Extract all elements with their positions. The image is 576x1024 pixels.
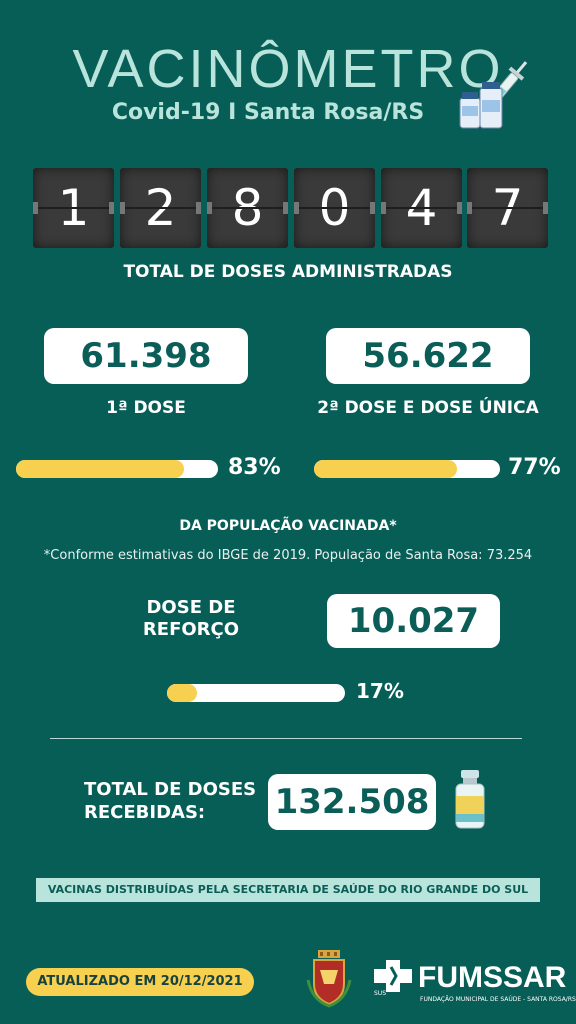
- distribution-ribbon: VACINAS DISTRIBUÍDAS PELA SECRETARIA DE …: [36, 878, 540, 902]
- second-dose-progress-fill: [314, 460, 458, 478]
- updated-badge: ATUALIZADO EM 20/12/2021: [26, 968, 254, 996]
- sus-label: SUS: [374, 990, 387, 997]
- page-title: VACINÔMETRO: [72, 39, 504, 99]
- second-dose-percent: 77%: [508, 455, 561, 480]
- doses-counter: 1 2 8 0 4 7: [33, 168, 548, 248]
- received-label-line2: RECEBIDAS:: [84, 802, 206, 823]
- received-value: 132.508: [268, 774, 436, 830]
- booster-percent: 17%: [356, 679, 404, 703]
- booster-progress-fill: [167, 684, 198, 702]
- booster-label-line1: DOSE DE: [146, 597, 236, 618]
- first-dose-progress-bar: [16, 460, 218, 478]
- footnote: *Conforme estimativas do IBGE de 2019. P…: [43, 548, 533, 563]
- vaccine-vial-icon: [455, 770, 485, 829]
- coat-of-arms-icon: [306, 950, 352, 1008]
- fumssar-cross-icon: [374, 960, 412, 992]
- population-label: DA POPULAÇÃO VACINADA*: [179, 518, 397, 534]
- second-dose-label: 2ª DOSE E DOSE ÚNICA: [317, 398, 539, 418]
- brand-subtitle: FUNDAÇÃO MUNICIPAL DE SAÚDE - SANTA ROSA…: [420, 996, 576, 1003]
- received-label-line1: TOTAL DE DOSES: [84, 779, 257, 800]
- booster-value: 10.027: [327, 594, 500, 648]
- second-dose-progress-bar: [314, 460, 500, 478]
- counter-digit: 4: [381, 168, 462, 248]
- received-label: TOTAL DE DOSES RECEBIDAS:: [64, 778, 274, 824]
- booster-progress-bar: [167, 684, 345, 702]
- first-dose-value: 61.398: [44, 328, 248, 384]
- second-dose-value: 56.622: [326, 328, 530, 384]
- counter-label: TOTAL DE DOSES ADMINISTRADAS: [123, 262, 453, 282]
- syringe-icon: [459, 61, 528, 129]
- first-dose-label: 1ª DOSE: [106, 398, 186, 418]
- divider: [50, 738, 522, 739]
- brand-name: FUMSSAR: [418, 961, 567, 994]
- counter-digit: 0: [294, 168, 375, 248]
- counter-digit: 1: [33, 168, 114, 248]
- first-dose-percent: 83%: [228, 455, 281, 480]
- counter-digit: 2: [120, 168, 201, 248]
- booster-label-line2: REFORÇO: [142, 619, 240, 640]
- first-dose-progress-fill: [16, 460, 184, 478]
- counter-digit: 8: [207, 168, 288, 248]
- counter-digit: 7: [467, 168, 548, 248]
- page-subtitle: Covid-19 I Santa Rosa/RS: [111, 100, 425, 125]
- booster-label: DOSE DE REFORÇO: [128, 597, 254, 641]
